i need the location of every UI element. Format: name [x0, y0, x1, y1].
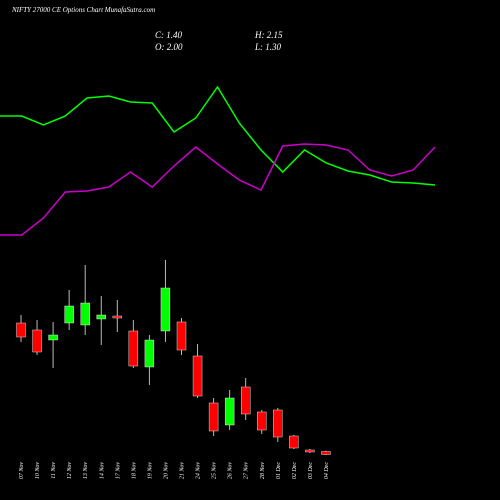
- x-tick-label: 24 Nov: [195, 462, 202, 480]
- x-tick-label: 28 Nov: [260, 462, 266, 480]
- candle-body: [273, 409, 283, 438]
- x-tick-label: 17 Nov: [115, 462, 121, 480]
- summary-high: H: 2.15: [254, 30, 283, 40]
- candle-body: [160, 287, 171, 332]
- indicator-line: [0, 143, 436, 236]
- indicator-line: [0, 85, 436, 186]
- candle-body: [48, 334, 58, 341]
- candle-body: [80, 302, 90, 326]
- candle-body: [240, 386, 251, 415]
- x-tick-label: 25 Nov: [212, 462, 218, 480]
- x-tick-label: 02 Dec: [292, 462, 298, 479]
- candle-body: [176, 321, 187, 351]
- x-tick-label: 27 Nov: [244, 462, 250, 480]
- summary-close: C: 1.40: [155, 30, 183, 40]
- candle-body: [128, 330, 139, 367]
- x-tick-label: 01 Dec: [276, 462, 282, 479]
- x-tick-label: 07 Nov: [19, 462, 25, 480]
- candle-body: [32, 329, 42, 353]
- x-tick-label: 20 Nov: [163, 462, 169, 480]
- x-tick-label: 26 Nov: [228, 462, 234, 480]
- summary-low: L: 1.30: [254, 42, 282, 52]
- candle-body: [257, 411, 267, 431]
- x-tick-label: 11 Nov: [51, 462, 57, 479]
- candle-body: [321, 451, 331, 455]
- candle-body: [64, 305, 74, 324]
- x-tick-label: 12 Nov: [67, 462, 73, 480]
- x-tick-label: 21 Nov: [180, 462, 186, 480]
- x-tick-label: 18 Nov: [131, 462, 137, 480]
- candle-body: [208, 402, 219, 432]
- x-tick-label: 04 Dec: [323, 462, 330, 479]
- chart-title: NIFTY 27000 CE Options Chart MunafaSutra…: [11, 6, 155, 14]
- x-tick-label: 10 Nov: [35, 462, 41, 480]
- candle-body: [289, 435, 299, 449]
- candle-body: [224, 397, 235, 426]
- candle-body: [192, 355, 203, 397]
- candle-body: [305, 449, 315, 453]
- candle-body: [112, 315, 123, 319]
- candle-body: [96, 314, 106, 320]
- x-tick-label: 19 Nov: [147, 462, 153, 480]
- candle-body: [144, 339, 155, 368]
- summary-open: O: 2.00: [155, 42, 183, 52]
- x-tick-label: 14 Nov: [98, 462, 105, 480]
- x-tick-label: 13 Nov: [83, 462, 89, 480]
- candle-body: [16, 322, 26, 338]
- x-tick-label: 03 Dec: [308, 462, 314, 479]
